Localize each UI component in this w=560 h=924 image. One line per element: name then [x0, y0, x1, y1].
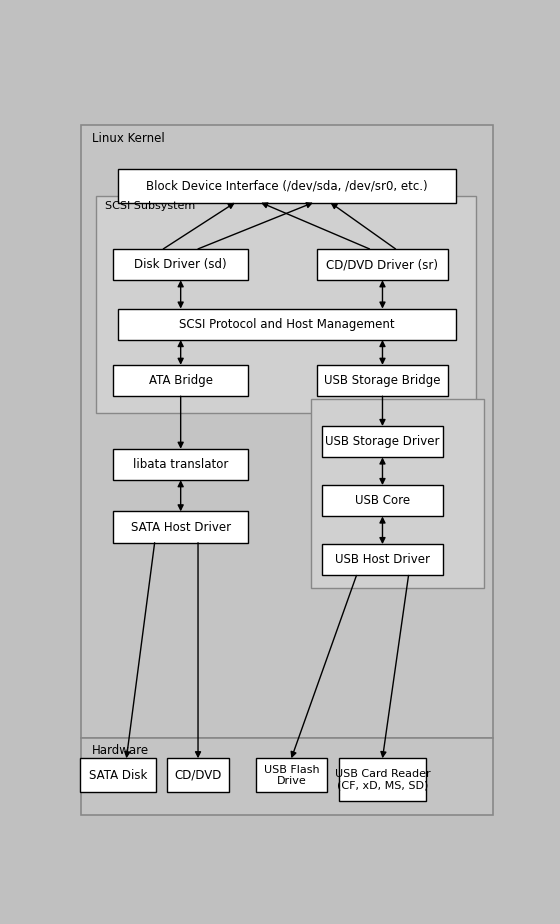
- Bar: [113, 449, 248, 480]
- Bar: [339, 759, 426, 801]
- Text: ATA Bridge: ATA Bridge: [148, 374, 213, 387]
- Bar: [80, 759, 156, 793]
- Text: Linux Kernel: Linux Kernel: [92, 132, 165, 145]
- Text: USB Storage Driver: USB Storage Driver: [325, 435, 440, 448]
- Text: CD/DVD Driver (sr): CD/DVD Driver (sr): [326, 258, 438, 271]
- Bar: [118, 309, 456, 340]
- Bar: [81, 738, 493, 815]
- Bar: [318, 365, 447, 396]
- Bar: [321, 544, 444, 576]
- Text: SCSI Protocol and Host Management: SCSI Protocol and Host Management: [179, 318, 395, 331]
- Text: Block Device Interface (/dev/sda, /dev/sr0, etc.): Block Device Interface (/dev/sda, /dev/s…: [146, 179, 428, 192]
- Text: Hardware: Hardware: [92, 744, 149, 757]
- Bar: [96, 196, 476, 412]
- Bar: [318, 249, 447, 280]
- Bar: [255, 759, 327, 793]
- Text: USB Core: USB Core: [355, 494, 410, 507]
- Bar: [321, 426, 444, 457]
- Text: SATA Host Driver: SATA Host Driver: [130, 520, 231, 533]
- Text: SATA Disk: SATA Disk: [88, 769, 147, 782]
- Bar: [321, 485, 444, 517]
- Bar: [166, 759, 230, 793]
- Text: CD/DVD: CD/DVD: [174, 769, 222, 782]
- Text: USB Card Reader
(CF, xD, MS, SD): USB Card Reader (CF, xD, MS, SD): [335, 769, 430, 790]
- Text: SCSI Subsystem: SCSI Subsystem: [105, 201, 195, 212]
- Bar: [311, 399, 484, 588]
- Text: Disk Driver (sd): Disk Driver (sd): [134, 258, 227, 271]
- Bar: [113, 365, 248, 396]
- Text: USB Host Driver: USB Host Driver: [335, 553, 430, 566]
- Text: USB Flash
Drive: USB Flash Drive: [264, 764, 319, 786]
- Text: USB Storage Bridge: USB Storage Bridge: [324, 374, 441, 387]
- Bar: [113, 249, 248, 280]
- Bar: [81, 125, 493, 738]
- Bar: [113, 512, 248, 542]
- Bar: [118, 168, 456, 202]
- Text: libata translator: libata translator: [133, 458, 228, 471]
